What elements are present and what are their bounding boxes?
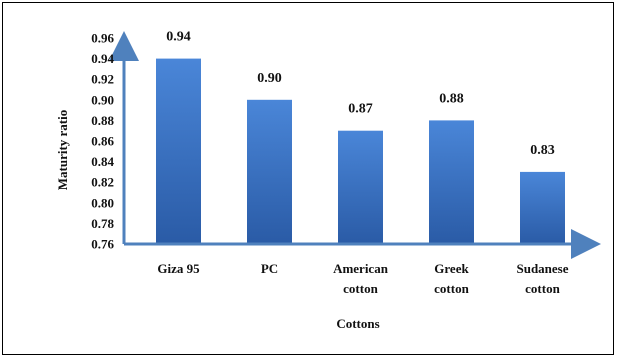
data-label-3: 0.88 [439,91,464,106]
chart-frame [2,2,614,355]
x-axis-title: Cottons [336,316,379,331]
y-tick-label: 0.92 [91,72,114,87]
data-label-1: 0.90 [257,71,282,86]
bar-4 [520,171,565,244]
bar-2 [338,130,383,244]
data-label-0: 0.94 [166,30,191,45]
bar-1 [247,99,292,244]
y-tick-label: 0.80 [91,195,114,210]
bar-3 [429,120,474,244]
y-tick-label: 0.90 [91,92,114,107]
data-labels: 0.94 0.90 0.87 0.88 0.83 [166,30,555,158]
y-tick-label: 0.78 [91,216,114,231]
y-tick-label: 0.88 [91,113,114,128]
y-axis-title: Maturity ratio [55,110,70,191]
data-label-4: 0.83 [530,143,555,158]
x-tick-labels: Giza 95 PC American cotton Greek cotton Sudane… [157,261,568,296]
y-tick-labels: 0.76 0.78 0.80 0.82 0.84 0.86 0.88 0.90 0.92 0.94… [91,31,114,252]
data-label-2: 0.87 [348,102,373,117]
x-tick-label-4: Sudanese [516,261,568,276]
y-tick-label: 0.96 [91,31,114,46]
axes-group [109,31,601,259]
x-tick-label-3: cotton [434,281,469,296]
y-tick-label: 0.86 [91,134,114,149]
x-tick-label-4: cotton [525,281,560,296]
x-tick-label-2: American [333,261,389,276]
bars-group [156,58,565,244]
x-tick-label-2: cotton [343,281,378,296]
y-tick-label: 0.94 [91,51,114,66]
y-tick-label: 0.76 [91,237,114,252]
y-tick-label: 0.84 [91,154,114,169]
x-tick-label-0: Giza 95 [157,261,200,276]
x-tick-label-1: PC [261,261,278,276]
y-tick-label: 0.82 [91,175,114,190]
bar-0 [156,58,201,244]
x-tick-label-3: Greek [434,261,469,276]
